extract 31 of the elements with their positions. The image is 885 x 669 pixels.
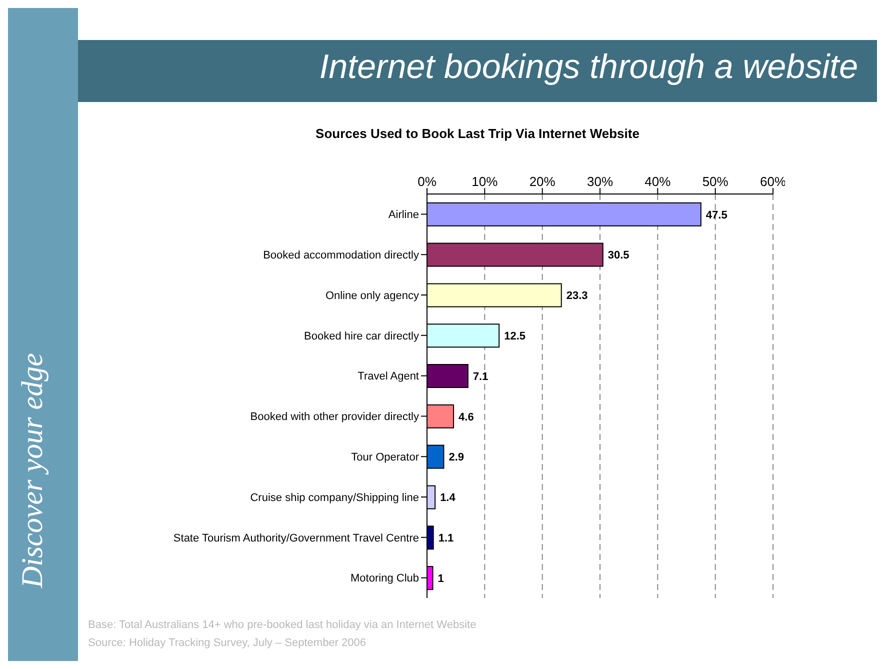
y-tick-label: Airline <box>388 209 419 222</box>
chart-title: Internet bookings through a website <box>318 48 858 87</box>
data-label: 23.3 <box>566 290 588 302</box>
y-tick-label: Booked hire car directly <box>304 330 420 342</box>
y-tick-label: State Tourism Authority/Government Travel Centre <box>173 532 419 544</box>
data-label: 7.1 <box>472 370 488 383</box>
data-label: 1.4 <box>440 492 456 504</box>
data-label: 12.5 <box>504 330 526 342</box>
x-tick-label: 30% <box>586 174 614 189</box>
data-label: 1 <box>438 572 444 585</box>
y-tick-label: Booked accommodation directly <box>263 250 420 262</box>
x-tick-label: 10% <box>472 174 498 189</box>
x-tick-label: 20% <box>529 174 556 189</box>
y-tick-label: Booked with other provider directly <box>250 411 420 424</box>
data-label: 30.5 <box>608 250 630 262</box>
y-tick-label: Motoring Club <box>350 572 419 585</box>
x-tick-label: 0% <box>418 174 437 189</box>
x-tick-label: 40% <box>644 174 672 189</box>
data-label: 1.1 <box>438 532 454 544</box>
y-tick-label: Online only agency <box>325 290 420 302</box>
text: Base: Total Australians 14+ who pre-booked last holiday via an Internet Website <box>88 618 476 633</box>
text: Discover your edge <box>16 352 50 588</box>
x-tick-label: 50% <box>702 174 729 189</box>
chart-subtitle: Sources Used to Book Last Trip Via Internet Website <box>314 126 640 141</box>
y-tick-label: Travel Agent <box>358 370 419 383</box>
source-note: Source: Holiday Tracking Survey, July – September 2006 <box>88 636 367 651</box>
data-label: 47.5 <box>706 209 728 222</box>
data-label: 2.9 <box>448 452 464 464</box>
y-tick-label: Tour Operator <box>351 452 420 464</box>
y-tick-label: Cruise ship company/Shipping line <box>250 492 419 504</box>
data-label: 4.6 <box>458 411 474 424</box>
